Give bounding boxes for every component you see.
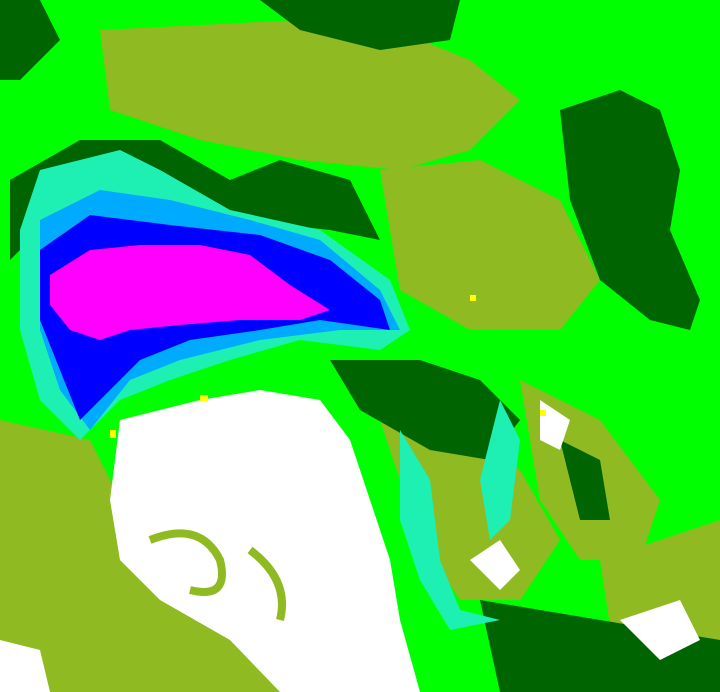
magenta-core xyxy=(50,245,330,340)
yellow-speckles xyxy=(110,295,546,438)
olive-regions xyxy=(0,20,720,692)
olive-swirl xyxy=(148,529,286,621)
white-regions xyxy=(0,390,700,692)
